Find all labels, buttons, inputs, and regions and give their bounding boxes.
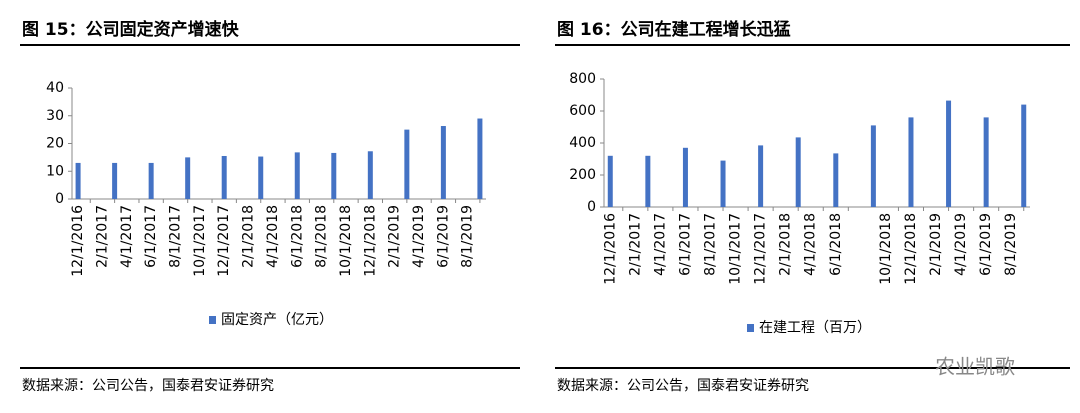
bar	[367, 151, 373, 199]
x-tick-label: 12/1/2017	[216, 205, 232, 277]
bar	[294, 152, 300, 199]
bar	[75, 162, 81, 199]
x-tick-label: 6/1/2017	[677, 213, 693, 276]
bar	[1021, 104, 1027, 207]
x-tick-label: 6/1/2019	[978, 213, 994, 276]
bar	[112, 162, 118, 199]
x-tick-label: 4/1/2019	[953, 213, 969, 276]
y-tick-label: 800	[569, 71, 596, 87]
x-tick-label: 2/1/2019	[387, 205, 403, 268]
x-tick-label: 4/1/2017	[652, 213, 668, 276]
bar	[795, 137, 801, 207]
y-tick-label: 400	[569, 135, 596, 151]
y-tick-label: 0	[55, 191, 64, 207]
y-tick-label: 0	[587, 199, 596, 215]
x-tick-label: 12/1/2018	[903, 213, 919, 285]
legend-label: 固定资产（亿元）	[221, 312, 333, 328]
x-tick-label: 12/1/2017	[753, 213, 769, 285]
x-tick-label: 12/1/2018	[362, 205, 378, 277]
x-tick-label: 6/1/2019	[435, 205, 451, 268]
x-tick-label: 2/1/2017	[627, 213, 643, 276]
x-tick-label: 2/1/2017	[94, 205, 110, 268]
bar	[404, 129, 410, 199]
x-tick-label: 10/1/2018	[338, 205, 354, 277]
x-tick-label: 4/1/2019	[411, 205, 427, 268]
legend-label: 在建工程（百万）	[759, 320, 871, 336]
x-tick-label: 8/1/2019	[1003, 213, 1019, 276]
x-tick-label: 2/1/2018	[778, 213, 794, 276]
bar	[682, 147, 688, 207]
legend-swatch	[747, 324, 754, 332]
bar	[870, 125, 876, 207]
bar	[258, 156, 264, 199]
source-note: 数据来源：公司公告，国泰君安证券研究	[557, 378, 809, 394]
bar	[946, 100, 952, 207]
x-tick-label: 2/1/2019	[928, 213, 944, 276]
x-tick-label: 10/1/2017	[192, 205, 208, 277]
legend-swatch	[209, 316, 216, 324]
bar	[908, 117, 914, 207]
bar	[758, 145, 764, 207]
x-tick-label: 6/1/2018	[289, 205, 305, 268]
chart-title: 图 16：公司在建工程增长迅猛	[557, 19, 791, 40]
x-tick-label: 6/1/2017	[143, 205, 159, 268]
bar	[185, 157, 191, 199]
bar	[148, 162, 154, 199]
bar	[833, 153, 839, 207]
bar	[607, 155, 613, 207]
bar	[477, 118, 483, 199]
y-tick-label: 40	[46, 80, 64, 96]
bar	[645, 155, 651, 207]
x-tick-label: 8/1/2017	[703, 213, 719, 276]
x-tick-label: 8/1/2018	[314, 205, 330, 268]
bar	[720, 160, 726, 207]
x-tick-label: 2/1/2018	[241, 205, 257, 268]
chart-title: 图 15：公司固定资产增速快	[22, 19, 240, 40]
y-tick-label: 20	[46, 136, 64, 152]
bar	[440, 126, 446, 199]
x-tick-label: 4/1/2018	[803, 213, 819, 276]
bar	[983, 117, 989, 207]
bar	[221, 155, 227, 199]
x-tick-label: 4/1/2017	[119, 205, 135, 268]
y-tick-label: 10	[46, 163, 64, 179]
x-tick-label: 10/1/2017	[728, 213, 744, 285]
x-tick-label: 8/1/2017	[168, 205, 184, 268]
x-tick-label: 4/1/2018	[265, 205, 281, 268]
x-tick-label: 6/1/2018	[828, 213, 844, 276]
watermark: 农业凯歌	[935, 355, 1015, 379]
source-note: 数据来源：公司公告，国泰君安证券研究	[22, 378, 274, 394]
y-tick-label: 600	[569, 103, 596, 119]
x-tick-label: 12/1/2016	[70, 205, 86, 277]
bar	[331, 152, 337, 199]
y-tick-label: 30	[46, 108, 64, 124]
x-tick-label: 10/1/2018	[878, 213, 894, 285]
x-tick-label: 8/1/2019	[460, 205, 476, 268]
y-tick-label: 200	[569, 167, 596, 183]
x-tick-label: 12/1/2016	[602, 213, 618, 285]
